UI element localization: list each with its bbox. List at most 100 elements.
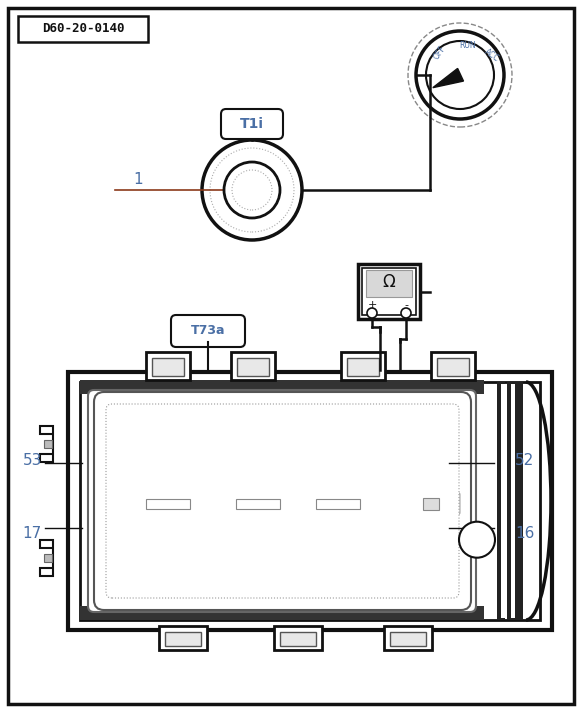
FancyBboxPatch shape [44, 554, 52, 562]
Circle shape [223, 471, 236, 483]
Circle shape [377, 456, 389, 469]
Circle shape [207, 471, 219, 483]
Circle shape [401, 308, 411, 318]
FancyBboxPatch shape [501, 384, 505, 618]
FancyBboxPatch shape [88, 390, 476, 612]
Circle shape [445, 443, 457, 456]
Circle shape [426, 41, 494, 109]
Circle shape [342, 471, 356, 483]
Circle shape [190, 443, 203, 456]
FancyBboxPatch shape [159, 626, 207, 650]
Circle shape [410, 443, 424, 456]
Circle shape [122, 443, 134, 456]
Circle shape [190, 485, 203, 498]
Circle shape [207, 456, 219, 469]
Circle shape [325, 485, 339, 498]
Circle shape [223, 443, 236, 456]
Circle shape [445, 542, 457, 555]
FancyBboxPatch shape [80, 380, 484, 394]
Circle shape [223, 542, 236, 555]
Circle shape [275, 528, 288, 541]
Circle shape [240, 471, 254, 483]
Circle shape [308, 456, 321, 469]
FancyBboxPatch shape [280, 632, 316, 646]
Circle shape [325, 514, 339, 527]
FancyBboxPatch shape [390, 632, 426, 646]
Circle shape [139, 514, 151, 527]
Circle shape [172, 471, 186, 483]
Circle shape [172, 485, 186, 498]
Circle shape [122, 528, 134, 541]
Text: 16: 16 [515, 526, 534, 541]
FancyBboxPatch shape [341, 352, 385, 380]
FancyBboxPatch shape [347, 358, 379, 376]
Circle shape [155, 443, 169, 456]
Circle shape [308, 443, 321, 456]
Circle shape [223, 514, 236, 527]
Circle shape [257, 528, 271, 541]
Circle shape [393, 456, 406, 469]
Circle shape [190, 542, 203, 555]
Circle shape [360, 471, 372, 483]
Circle shape [410, 528, 424, 541]
FancyBboxPatch shape [437, 358, 469, 376]
FancyBboxPatch shape [18, 16, 148, 42]
FancyBboxPatch shape [80, 382, 540, 620]
Circle shape [155, 514, 169, 527]
Circle shape [122, 485, 134, 498]
Circle shape [360, 456, 372, 469]
Text: OFF: OFF [432, 44, 448, 61]
Circle shape [190, 456, 203, 469]
Circle shape [393, 528, 406, 541]
Circle shape [122, 456, 134, 469]
Circle shape [410, 456, 424, 469]
Circle shape [190, 528, 203, 541]
Circle shape [224, 162, 280, 218]
Circle shape [428, 514, 441, 527]
Circle shape [367, 308, 377, 318]
Circle shape [223, 485, 236, 498]
Circle shape [257, 471, 271, 483]
Circle shape [207, 528, 219, 541]
FancyBboxPatch shape [80, 606, 484, 620]
Circle shape [232, 170, 272, 210]
Circle shape [240, 528, 254, 541]
Circle shape [377, 471, 389, 483]
Circle shape [342, 528, 356, 541]
Text: 1: 1 [133, 172, 143, 187]
Circle shape [155, 542, 169, 555]
Circle shape [410, 514, 424, 527]
Circle shape [428, 528, 441, 541]
Circle shape [325, 528, 339, 541]
Circle shape [155, 471, 169, 483]
Circle shape [207, 542, 219, 555]
Circle shape [342, 443, 356, 456]
Circle shape [240, 514, 254, 527]
Circle shape [292, 514, 304, 527]
Circle shape [428, 471, 441, 483]
Circle shape [360, 542, 372, 555]
Circle shape [292, 528, 304, 541]
Circle shape [377, 528, 389, 541]
Text: 52: 52 [515, 453, 534, 468]
Circle shape [275, 471, 288, 483]
Circle shape [325, 542, 339, 555]
FancyBboxPatch shape [68, 372, 552, 630]
Circle shape [122, 542, 134, 555]
Circle shape [445, 528, 457, 541]
Circle shape [139, 542, 151, 555]
FancyBboxPatch shape [507, 382, 515, 620]
Text: Ω: Ω [382, 273, 395, 291]
Circle shape [207, 514, 219, 527]
Circle shape [240, 542, 254, 555]
FancyBboxPatch shape [121, 493, 460, 515]
Circle shape [428, 443, 441, 456]
Text: RUN: RUN [460, 41, 476, 50]
Circle shape [325, 456, 339, 469]
Circle shape [275, 456, 288, 469]
Text: ACC: ACC [483, 47, 501, 63]
Circle shape [257, 542, 271, 555]
Circle shape [308, 485, 321, 498]
Circle shape [445, 514, 457, 527]
FancyBboxPatch shape [106, 404, 459, 598]
